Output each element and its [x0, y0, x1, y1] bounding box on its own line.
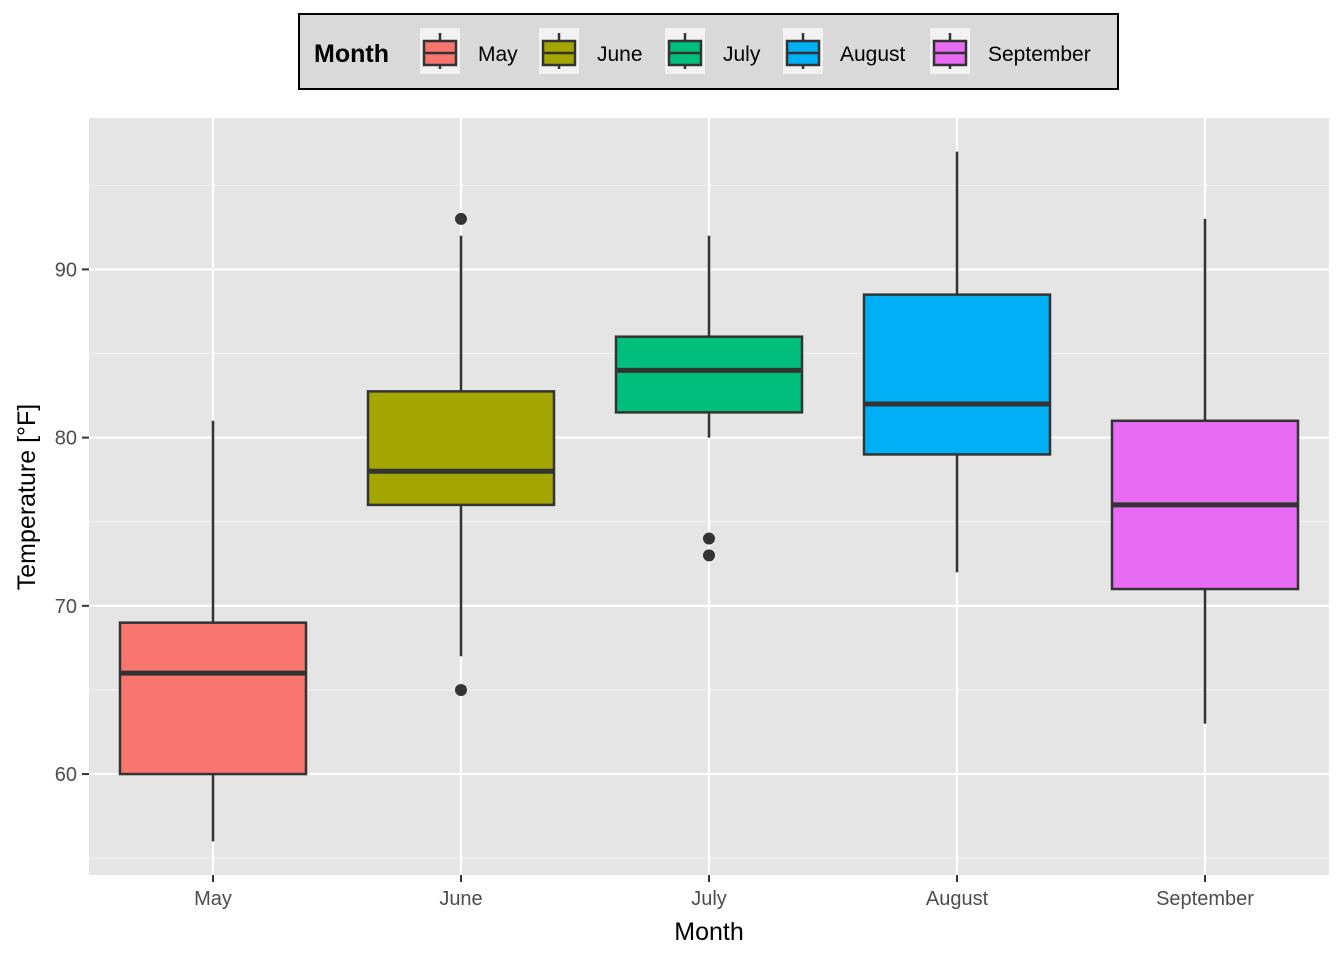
- y-axis: 60 70 80 90: [55, 259, 89, 786]
- x-tick-label: August: [926, 888, 989, 910]
- legend-label: June: [597, 43, 643, 66]
- plot-panel: [89, 118, 1329, 875]
- box-july: [614, 235, 804, 562]
- legend-label: August: [840, 43, 906, 66]
- legend-entry-june: June: [539, 28, 643, 74]
- box-iqr: [862, 293, 1052, 456]
- y-tick-label: 70: [55, 596, 77, 618]
- outlier-point: [703, 549, 715, 562]
- y-axis-title: Temperature [°F]: [13, 404, 41, 590]
- box-iqr: [118, 621, 308, 776]
- box-september: [1110, 218, 1300, 724]
- y-tick-label: 80: [55, 428, 77, 450]
- legend-entry-september: September: [930, 28, 1091, 74]
- outlier-point: [703, 532, 715, 545]
- legend-entry-may: May: [420, 28, 518, 74]
- x-axis-title: Month: [674, 918, 743, 946]
- box-june: [366, 212, 556, 696]
- box-iqr: [366, 390, 556, 507]
- x-tick-label: September: [1156, 888, 1254, 910]
- legend-entries: May June July August September: [420, 28, 1091, 74]
- legend: Month May June July August September: [298, 13, 1119, 90]
- boxes: [118, 151, 1300, 842]
- legend-title: Month: [314, 40, 389, 68]
- x-tick-label: July: [691, 888, 727, 910]
- box-may: [118, 420, 308, 842]
- box-august: [862, 151, 1052, 573]
- legend-label: September: [988, 43, 1091, 66]
- y-tick-label: 60: [55, 764, 77, 786]
- x-tick-label: May: [194, 888, 232, 910]
- legend-label: July: [723, 43, 761, 66]
- y-tick-label: 90: [55, 259, 77, 281]
- legend-entry-july: July: [665, 28, 761, 74]
- x-tick-label: June: [439, 888, 482, 910]
- outlier-point: [455, 212, 467, 225]
- legend-label: May: [478, 43, 518, 66]
- x-axis: May June July August September: [194, 875, 1254, 910]
- legend-entry-august: August: [783, 28, 906, 74]
- box-iqr: [614, 335, 804, 414]
- outlier-point: [455, 683, 467, 696]
